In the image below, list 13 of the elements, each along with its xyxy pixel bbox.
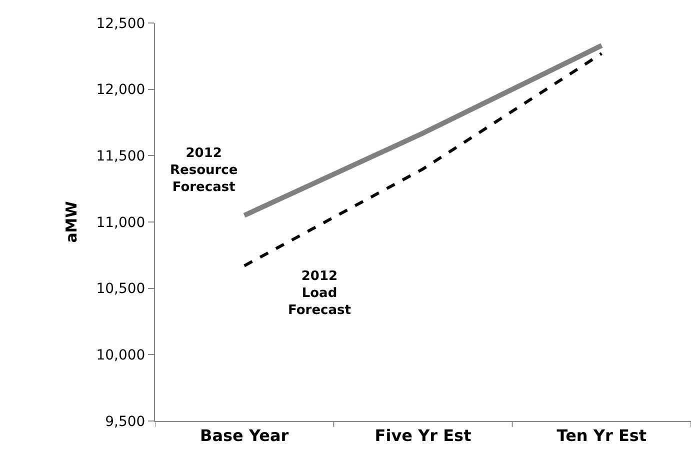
y-tick-label: 12,500 — [96, 16, 146, 32]
y-axis-title: aMW — [62, 200, 80, 243]
series-label: 2012 Load Forecast — [288, 269, 351, 318]
y-tick-label: 10,000 — [96, 348, 146, 364]
y-tick-label: 12,000 — [96, 82, 146, 98]
x-tick-label: Base Year — [200, 426, 289, 446]
x-tick-label: Ten Yr Est — [556, 426, 647, 446]
y-tick-label: 10,500 — [96, 281, 146, 298]
y-tick-label: 11,500 — [96, 148, 146, 165]
x-tick-label: Five Yr Est — [374, 426, 472, 446]
y-tick-label: 9,500 — [105, 414, 146, 430]
y-tick-label: 11,000 — [96, 214, 146, 231]
series-label: 2012 Resource Forecast — [170, 146, 238, 195]
